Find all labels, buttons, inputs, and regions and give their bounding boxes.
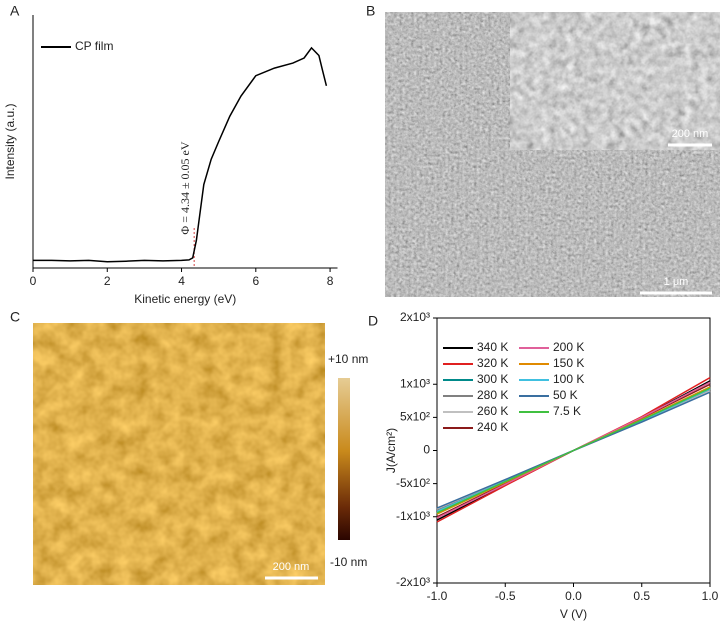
y-tick-label: -5x10² xyxy=(396,476,430,490)
x-axis-label: Kinetic energy (eV) xyxy=(134,292,236,306)
x-tick-label: -1.0 xyxy=(427,589,448,603)
x-tick-label: 8 xyxy=(327,274,334,288)
scale-label: 200 nm xyxy=(273,561,310,573)
panel-label: B xyxy=(366,3,375,19)
legend-label: 280 K xyxy=(477,388,508,402)
x-tick-label: 0 xyxy=(30,274,37,288)
afm-texture xyxy=(33,323,325,585)
x-tick-label: -0.5 xyxy=(495,589,516,603)
colorbar-label: -10 nm xyxy=(330,555,367,569)
data-line xyxy=(33,46,328,263)
x-tick-label: 1.0 xyxy=(702,589,719,603)
x-tick-label: 0.5 xyxy=(633,589,650,603)
y-axis-label: Intensity (a.u.) xyxy=(3,103,17,179)
x-tick-label: 4 xyxy=(178,274,185,288)
legend-label: 340 K xyxy=(477,340,508,354)
legend-label: CP film xyxy=(75,39,113,53)
legend-label: 240 K xyxy=(477,420,508,434)
legend-label: 260 K xyxy=(477,404,508,418)
sem-inset xyxy=(509,11,720,151)
legend-label: 320 K xyxy=(477,356,508,370)
y-tick-label: 5x10² xyxy=(400,410,430,424)
colorbar-label: +10 nm xyxy=(328,352,368,366)
y-tick-label: -1x10³ xyxy=(396,509,430,523)
legend-label: 50 K xyxy=(553,388,578,402)
x-tick-label: 2 xyxy=(104,274,111,288)
panel-label: D xyxy=(368,313,378,329)
y-axis-label: J(A/cm²) xyxy=(384,428,398,473)
y-tick-label: -2x10³ xyxy=(396,575,430,589)
legend-label: 150 K xyxy=(553,356,584,370)
x-tick-label: 0.0 xyxy=(565,589,582,603)
panel-label: C xyxy=(10,309,20,325)
data-line xyxy=(436,387,711,514)
legend-label: 200 K xyxy=(553,340,584,354)
scale-label: 1 μm xyxy=(664,276,689,288)
panel-label: A xyxy=(10,3,20,19)
sem-image: 200 nm 1 μm xyxy=(385,11,720,297)
x-tick-label: 6 xyxy=(252,274,259,288)
annotation: Φ = 4.34 ± 0.05 eV xyxy=(178,141,192,234)
y-tick-label: 2x10³ xyxy=(400,310,430,324)
legend-label: 300 K xyxy=(477,372,508,386)
y-tick-label: 0 xyxy=(423,443,430,457)
legend-label: 7.5 K xyxy=(553,404,581,418)
afm-image: 200 nm +10 nm -10 nm xyxy=(33,323,368,585)
x-axis-label: V (V) xyxy=(560,607,587,621)
colorbar xyxy=(338,378,350,540)
y-tick-label: 1x10³ xyxy=(400,376,430,390)
scale-label: 200 nm xyxy=(672,128,709,140)
legend-label: 100 K xyxy=(553,372,584,386)
